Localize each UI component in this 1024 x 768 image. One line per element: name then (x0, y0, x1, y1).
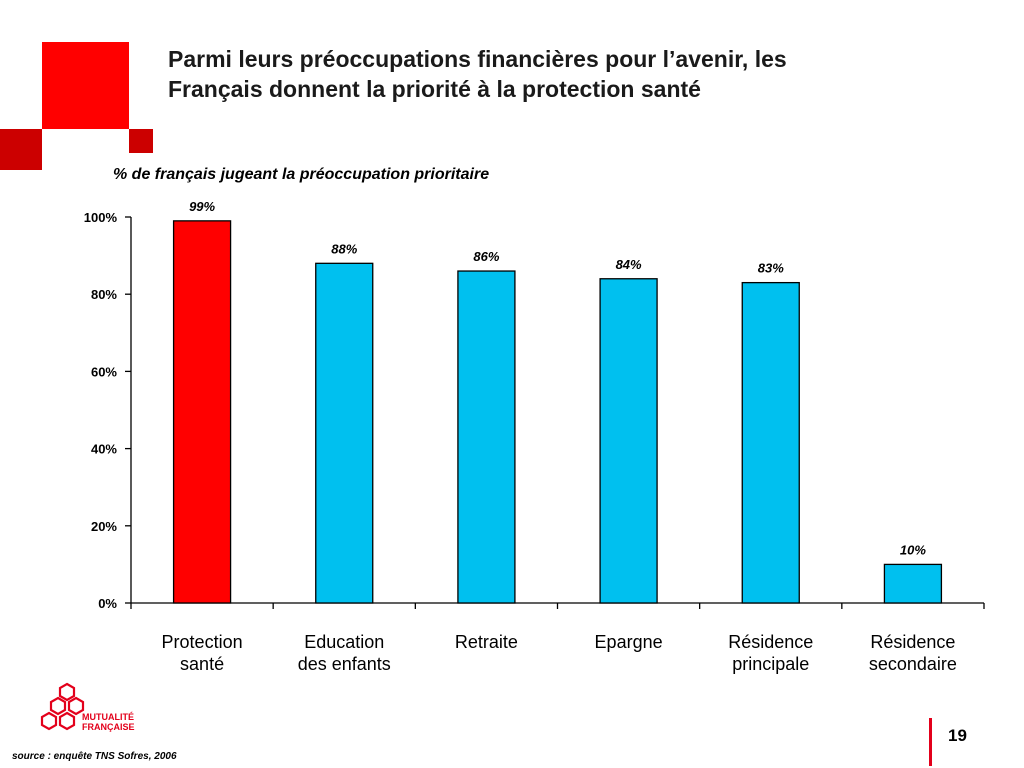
y-tick-label: 60% (91, 364, 117, 379)
source-note: source : enquête TNS Sofres, 2006 (12, 751, 177, 762)
slide-title: Parmi leurs préoccupations financières p… (168, 44, 968, 104)
y-tick-label: 20% (91, 519, 117, 534)
x-category-label: Résidence secondaire (869, 632, 957, 674)
chart-subtitle: % de français jugeant la préoccupation p… (113, 166, 490, 183)
x-category-label: Résidence principale (728, 632, 813, 674)
logo-text-line-2: FRANÇAISE (82, 722, 135, 732)
slide-title-line-2: Français donnent la priorité à la protec… (168, 76, 701, 102)
bar-value-label: 84% (616, 257, 642, 272)
decor-square-small (129, 129, 153, 153)
bar-value-label: 88% (331, 241, 357, 256)
bar (315, 262, 374, 604)
y-tick-label: 0% (98, 596, 117, 611)
x-category-label-line: Protection (162, 632, 243, 652)
x-category-label: Protection santé (162, 632, 243, 674)
y-tick-label: 100% (84, 210, 118, 225)
x-category-label-line: principale (732, 654, 809, 674)
bar-value-label: 83% (758, 261, 784, 276)
bar (172, 220, 232, 604)
y-tick-label: 80% (91, 287, 117, 302)
decor-square-left (0, 129, 42, 170)
logo-text-line-1: MUTUALITÉ (82, 712, 134, 722)
bar-value-label: 10% (900, 542, 926, 557)
page-number-divider (929, 718, 932, 766)
x-category-label-line: Résidence (870, 632, 955, 652)
y-tick-label: 40% (91, 442, 117, 457)
bar-chart: 0% 20% 40% 60% 80% 100% 99% Protection santé 88% E… (84, 199, 985, 674)
bar-value-label: 99% (189, 199, 215, 214)
x-category-label: Retraite (455, 632, 518, 652)
page-number: 19 (948, 726, 967, 745)
x-category-label: Education des enfants (298, 632, 391, 674)
slide-title-line-1: Parmi leurs préoccupations financières p… (168, 46, 787, 72)
bar-value-label: 86% (473, 249, 499, 264)
bar (883, 563, 943, 604)
bar (599, 278, 658, 604)
x-category-label-line: Retraite (455, 632, 518, 652)
x-category-label: Epargne (595, 632, 663, 652)
x-category-label-line: des enfants (298, 654, 391, 674)
x-category-label-line: Education (304, 632, 384, 652)
bar (457, 270, 516, 604)
x-category-label-line: Résidence (728, 632, 813, 652)
mutualite-francaise-logo: MUTUALITÉ FRANÇAISE (40, 682, 135, 732)
x-category-label-line: Epargne (595, 632, 663, 652)
x-category-label-line: santé (180, 654, 224, 674)
x-category-label-line: secondaire (869, 654, 957, 674)
decor-square-large (42, 42, 129, 129)
bar (741, 281, 800, 604)
